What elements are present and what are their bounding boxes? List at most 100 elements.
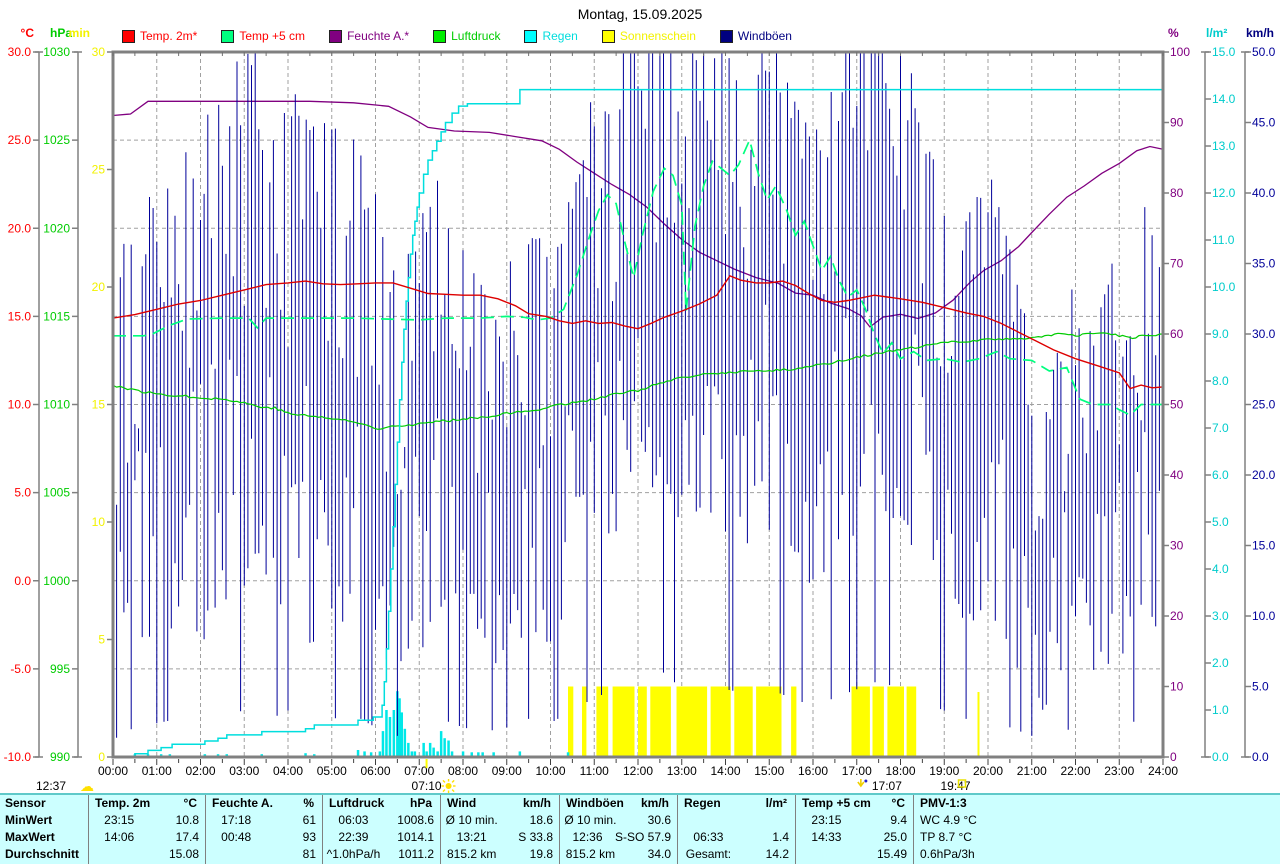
annotations: 07:10 17:07 19:47 12:37 ☁ [36,759,971,793]
series-regen-summe [113,88,1163,757]
stat-col-name: Windböen [566,796,624,810]
x-label: 23:00 [1104,764,1134,778]
stat-col-name: Luftdruck [329,796,385,810]
event-time: 17:07 [872,779,902,793]
stat-value: 1.4 [772,830,789,844]
plot-area [113,52,1163,757]
stat-col-unit: km/h [522,796,551,810]
svg-text:5.0: 5.0 [1252,680,1269,694]
stat-value: 25.0 [883,830,907,844]
stats-col-feuchte-a-: Feuchte A.% 17:18 61 00:48 93 81 [205,795,322,864]
svg-text:40: 40 [1170,468,1184,482]
stat-time: ^1.0hPa/h [326,847,381,861]
stat-value: 9.4 [890,813,907,827]
stat-time [678,812,739,829]
stat-col-unit: l/m² [765,796,787,810]
chart-legend: Temp. 2m* Temp +5 cm Feuchte A.* Luftdruck R… [122,29,792,43]
legend-swatch [221,29,235,43]
legend-item-6: Sonnenschein [601,29,696,43]
svg-text:15.0: 15.0 [1212,45,1236,59]
stat-row-label: Durchschnitt [5,847,80,861]
stat-time: Gesamt: [685,847,732,861]
stat-value [739,812,795,829]
svg-text:4.0: 4.0 [1212,562,1229,576]
legend-item-7: Windböen [719,29,792,43]
axis-unit-minutes: min [68,26,90,40]
svg-text:13.0: 13.0 [1212,139,1236,153]
svg-text:1010: 1010 [43,398,70,412]
stats-col-pmv-1-3: PMV-1:3 WC 4.9 °C TP 8.7 °C 0.6hPa/3h [913,795,1280,864]
legend-label: Sonnenschein [619,29,696,43]
x-label: 07:00 [404,764,434,778]
svg-text:10: 10 [1170,680,1184,694]
series-feuchte [113,100,1163,328]
svg-text:20: 20 [1170,609,1184,623]
x-label: 11:00 [580,764,609,778]
stat-time: 22:39 [338,830,369,844]
svg-text:-5.0: -5.0 [10,662,31,676]
page-title: Montag, 15.09.2025 [577,6,703,22]
svg-text:1025: 1025 [43,133,70,147]
stat-text: WC 4.9 °C [920,813,977,827]
legend-label: Temp. 2m* [140,29,198,43]
stat-time: 14:06 [104,830,135,844]
axis-hpa: 1030 1025 1020 1015 1010 1005 1000 995 990 [43,45,78,764]
legend-label: Temp +5 cm [239,29,306,43]
svg-text:35.0: 35.0 [1252,257,1276,271]
svg-text:1015: 1015 [43,309,70,323]
sun-cloud-icon: ☁ [80,778,94,793]
sunrise-sun-icon [441,779,456,793]
stat-time: 06:33 [693,830,724,844]
svg-text:0.0: 0.0 [1252,750,1269,764]
series-regen-bars [133,691,570,757]
stat-value: 19.8 [529,847,553,861]
svg-text:7.0: 7.0 [1212,421,1229,435]
svg-text:100: 100 [1170,45,1190,59]
x-label: 10:00 [535,764,565,778]
stats-row-labels: Sensor MinWert MaxWert Durchschnitt [0,795,88,864]
svg-text:70: 70 [1170,257,1184,271]
legend-item-4: Luftdruck [433,29,500,43]
stat-value: 18.6 [529,813,553,827]
stat-time: Ø 10 min. [445,813,498,827]
svg-text:1030: 1030 [43,45,70,59]
svg-text:25: 25 [92,163,106,177]
stat-col-unit: % [303,796,314,810]
stat-value: 14.2 [765,847,789,861]
stat-text: 0.6hPa/3h [920,847,975,861]
legend-item-3: Feuchte A.* [329,29,409,43]
legend-item-5: Regen [524,29,578,43]
legend-label: Luftdruck [451,29,501,43]
legend-swatch [122,29,135,43]
svg-text:20.0: 20.0 [1252,468,1276,482]
svg-text:10.0: 10.0 [8,398,32,412]
stat-value: 15.08 [168,847,199,861]
day-length: 12:37 [36,779,66,793]
x-label: 19:00 [929,764,959,778]
svg-text:80: 80 [1170,186,1184,200]
sunrise-time: 07:10 [412,779,442,793]
x-label: 17:00 [842,764,872,778]
x-label: 15:00 [754,764,784,778]
stat-time: 12:36 [572,830,603,844]
stat-value: 1014.1 [397,830,434,844]
stat-value: 1008.6 [397,813,434,827]
svg-text:995: 995 [50,662,70,676]
stat-value: 30.6 [647,813,671,827]
legend-label: Windböen [737,29,792,43]
stat-value: 93 [302,830,316,844]
stat-time: 815.2 km [447,847,497,861]
svg-text:0: 0 [1170,750,1177,764]
svg-text:6.0: 6.0 [1212,468,1229,482]
x-label: 21:00 [1017,764,1047,778]
axis-lm2: 15.0 14.0 13.0 12.0 11.0 10.0 9.0 8.0 7.0 6.0 5.0 4… [1205,45,1236,764]
legend-swatch [601,29,615,43]
svg-text:10: 10 [92,515,106,529]
stat-value: S 33.8 [518,830,553,844]
legend-label: Regen [542,29,578,43]
axis-min: 30 25 20 15 10 5 0 [92,45,113,764]
stat-col-name: Temp +5 cm [802,796,871,810]
stat-col-name: PMV-1:3 [920,796,967,810]
series-sonnenschein [568,686,980,757]
